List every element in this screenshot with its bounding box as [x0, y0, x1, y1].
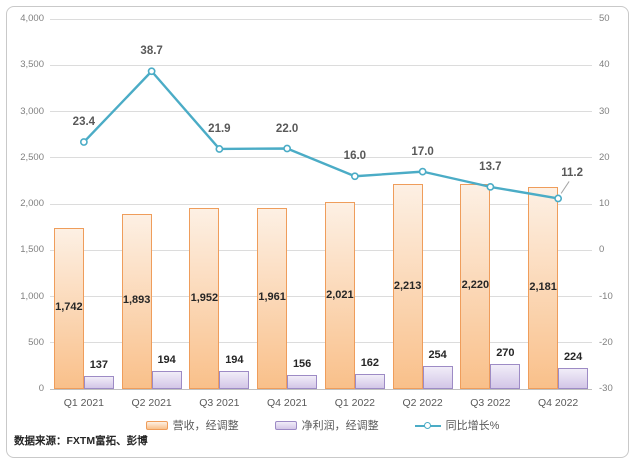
revenue-bar-label: 1,961	[258, 291, 286, 304]
legend-label-revenue: 营收，经调整	[172, 420, 239, 432]
y-axis-tick-right: 0	[599, 244, 605, 256]
y-axis-tick-left: 1,000	[20, 290, 44, 302]
source-note: 数据来源：FXTM富拓、彭博	[14, 435, 148, 447]
line-marker-icon	[414, 420, 441, 431]
gridline	[50, 18, 592, 20]
profit-bar	[490, 364, 521, 389]
profit-bar-label: 270	[496, 347, 515, 360]
revenue-bar-label: 1,952	[190, 291, 219, 304]
growth-marker	[350, 172, 359, 181]
y-axis-tick-left: 4,000	[20, 13, 44, 24]
legend-label-profit: 净利润，经调整	[301, 420, 379, 432]
y-axis-tick-right: 10	[599, 198, 610, 209]
revenue-bar	[324, 202, 355, 389]
gridline	[50, 388, 592, 390]
profit-bar	[151, 371, 182, 389]
gridline	[50, 111, 592, 112]
revenue-bar	[121, 213, 152, 389]
profit-bar	[354, 374, 385, 389]
legend: 营收，经调整 净利润，经调整 同比增长%	[40, 417, 605, 433]
gridline	[50, 64, 592, 66]
revenue-bar	[528, 187, 559, 389]
growth-marker	[79, 138, 88, 146]
growth-label: 21.9	[208, 122, 231, 135]
revenue-bar	[257, 207, 288, 389]
profit-bar	[558, 368, 589, 389]
growth-label: 13.7	[479, 160, 502, 173]
x-axis-label: Q2 2022	[402, 397, 443, 409]
revenue-swatch-icon	[145, 420, 168, 430]
growth-marker	[215, 145, 224, 153]
profit-bar	[83, 376, 114, 389]
profit-bar	[219, 371, 250, 389]
y-axis-tick-left: 500	[28, 336, 44, 348]
growth-label: 16.0	[343, 150, 367, 163]
growth-label: 23.4	[72, 116, 96, 129]
legend-label-growth: 同比增长%	[445, 420, 500, 432]
growth-marker	[418, 167, 427, 176]
label-leader-line	[560, 181, 570, 194]
growth-label: 22.0	[275, 122, 299, 135]
gridline	[50, 249, 592, 251]
growth-marker	[283, 144, 292, 153]
growth-label: 17.0	[411, 145, 434, 158]
legend-item-revenue: 营收，经调整	[145, 417, 239, 433]
profit-swatch-icon	[274, 420, 297, 430]
profit-bar-label: 224	[563, 351, 583, 364]
gridline	[50, 157, 592, 159]
legend-item-growth: 同比增长%	[414, 417, 500, 433]
revenue-bar-label: 2,220	[461, 279, 490, 292]
y-axis-tick-right: -10	[599, 290, 613, 302]
x-axis-label: Q1 2021	[63, 397, 105, 409]
x-axis-label: Q3 2021	[199, 397, 240, 409]
revenue-bar	[189, 208, 220, 389]
y-axis-tick-right: 40	[599, 59, 610, 71]
y-axis-tick-right: -30	[599, 383, 613, 394]
growth-line	[83, 70, 559, 200]
growth-label: 11.2	[561, 167, 583, 180]
x-axis-label: Q1 2022	[334, 397, 376, 409]
revenue-bar-label: 1,742	[55, 301, 83, 314]
legend-item-profit: 净利润，经调整	[274, 417, 379, 433]
x-axis-label: Q3 2022	[470, 397, 511, 409]
growth-label: 38.7	[140, 45, 163, 58]
profit-bar-label: 194	[225, 354, 244, 367]
y-axis-tick-left: 3,500	[20, 59, 44, 71]
revenue-bar-label: 1,893	[122, 294, 151, 307]
y-axis-tick-left: 1,500	[20, 244, 44, 256]
revenue-bar-label: 2,213	[393, 279, 422, 292]
revenue-bar-label: 2,181	[529, 281, 557, 294]
growth-marker	[147, 67, 156, 76]
profit-bar-label: 162	[360, 357, 380, 369]
y-axis-tick-right: 20	[599, 151, 610, 163]
y-axis-tick-right: 30	[599, 105, 610, 117]
gridline	[50, 203, 592, 205]
y-axis-tick-left: 0	[38, 383, 44, 394]
x-axis-label: Q4 2021	[266, 397, 308, 409]
gridline	[50, 342, 592, 344]
y-axis-tick-right: 50	[599, 13, 610, 24]
y-axis-tick-left: 2,500	[20, 151, 44, 163]
profit-bar-label: 254	[428, 348, 447, 361]
profit-bar	[422, 365, 453, 389]
y-axis-tick-left: 3,000	[20, 105, 44, 117]
y-axis-tick-left: 2,000	[20, 198, 44, 209]
profit-bar-label: 194	[157, 354, 176, 367]
revenue-bar	[460, 183, 491, 389]
revenue-bar-label: 2,021	[326, 288, 354, 301]
profit-bar	[287, 374, 318, 389]
profit-bar-label: 156	[292, 357, 312, 370]
y-axis-tick-right: -20	[599, 336, 613, 348]
revenue-bar	[53, 227, 84, 389]
x-axis-label: Q4 2022	[537, 397, 579, 409]
gridline	[50, 296, 592, 297]
profit-bar-label: 137	[89, 359, 109, 372]
x-axis-label: Q2 2021	[131, 397, 172, 409]
